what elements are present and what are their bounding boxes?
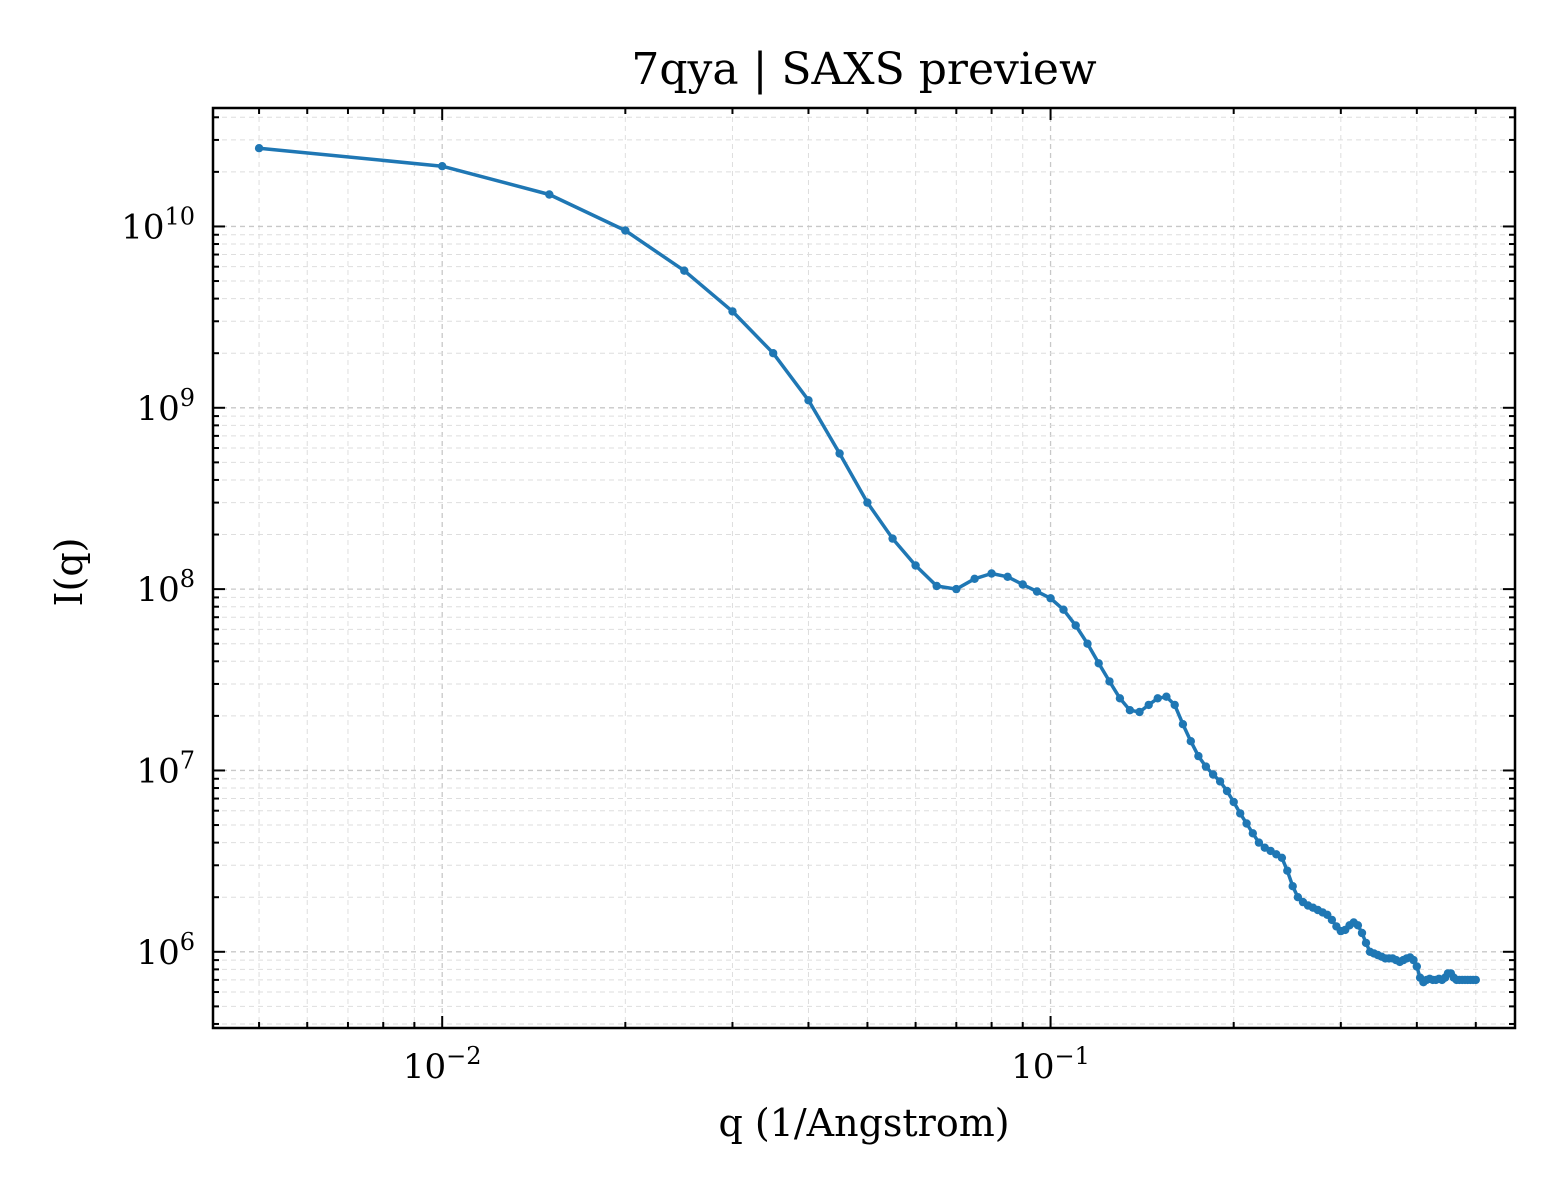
data-point — [888, 534, 897, 543]
data-point — [1194, 751, 1203, 761]
data-point — [1361, 938, 1371, 948]
data-point — [1229, 797, 1238, 807]
data-point — [1236, 809, 1245, 818]
data-point — [1288, 882, 1297, 891]
y-tick-label: 108 — [136, 565, 195, 610]
grid-layer — [213, 108, 1515, 1028]
data-point — [438, 162, 447, 171]
data-point — [1327, 915, 1337, 925]
data-point — [769, 349, 778, 358]
data-point — [1283, 866, 1292, 875]
y-tick-label: 1010 — [121, 202, 195, 247]
data-point — [1135, 707, 1144, 717]
data-point — [1032, 587, 1042, 596]
data-point — [1105, 677, 1114, 686]
data-point — [1046, 594, 1055, 603]
data-point — [1409, 955, 1418, 965]
data-point — [863, 498, 872, 507]
data-point — [1215, 777, 1225, 786]
data-point — [911, 561, 920, 570]
data-point — [1201, 762, 1211, 771]
data-point — [1003, 572, 1012, 581]
data-point — [1018, 580, 1027, 589]
data-point — [1353, 921, 1363, 930]
data-point — [1242, 819, 1251, 828]
data-point — [1144, 700, 1153, 710]
x-tick-label: 10−1 — [1011, 1042, 1090, 1087]
data-point — [1094, 659, 1103, 668]
data-point — [1277, 853, 1287, 862]
data-point — [621, 226, 630, 235]
data-point — [1170, 700, 1179, 710]
data-point — [1059, 605, 1068, 614]
data-point — [680, 266, 689, 275]
data-point — [1357, 928, 1367, 938]
data-point — [1083, 639, 1092, 648]
chart-title: 7qya | SAXS preview — [631, 44, 1097, 95]
y-tick-label: 109 — [136, 384, 195, 429]
data-point — [1115, 694, 1125, 703]
data-point — [254, 144, 264, 153]
data-point — [1208, 770, 1218, 779]
data-point — [1412, 962, 1422, 971]
series-layer — [254, 144, 1481, 987]
data-point — [970, 574, 979, 583]
x-axis-label: q (1/Angstrom) — [718, 1101, 1009, 1145]
data-point — [1178, 720, 1188, 729]
data-point — [1071, 621, 1080, 630]
data-point — [987, 569, 996, 578]
data-point — [952, 584, 961, 594]
plot-frame — [211, 106, 1517, 1030]
data-point — [728, 307, 737, 316]
data-point — [1222, 786, 1232, 796]
y-axis-label: I(q) — [47, 538, 91, 607]
y-tick-label: 107 — [136, 746, 195, 791]
data-point — [932, 581, 941, 591]
data-point — [1186, 737, 1196, 746]
data-point — [1248, 829, 1258, 838]
data-point — [1153, 694, 1162, 703]
data-point — [1162, 692, 1171, 701]
data-point — [1471, 975, 1481, 985]
data-point — [545, 190, 554, 199]
data-point — [804, 396, 813, 405]
y-tick-label: 106 — [136, 928, 195, 973]
data-point — [835, 449, 844, 458]
data-point — [1125, 706, 1135, 715]
data-point — [1254, 838, 1264, 847]
x-tick-label: 10−2 — [403, 1042, 482, 1087]
